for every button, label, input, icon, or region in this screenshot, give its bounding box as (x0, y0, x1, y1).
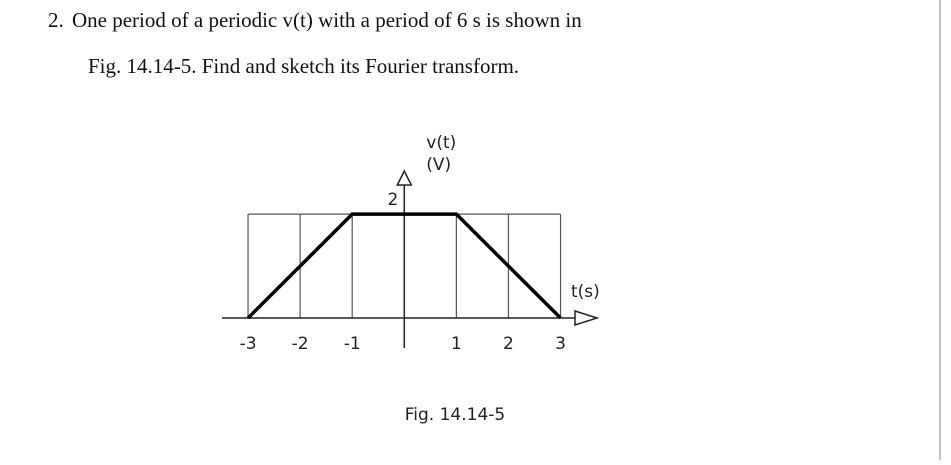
figure-caption: Fig. 14.14-5 (405, 405, 505, 425)
x-tick-label: -1 (344, 334, 361, 354)
y-axis-label: (V) (426, 155, 451, 175)
x-tick-label: 2 (503, 334, 514, 354)
y-tick-label: 2 (387, 190, 398, 210)
y-axis-arrow (396, 169, 413, 186)
problem-number: 2. (48, 8, 64, 32)
problem-line: Fig. 14.14-5. Find and sketch its Fourie… (88, 54, 519, 78)
signal-line (246, 212, 562, 320)
x-tick-label: -3 (240, 334, 257, 354)
x-tick-label: 3 (555, 334, 566, 354)
problem-line: One period of a periodic v(t) with a per… (72, 8, 582, 32)
x-tick-label: -2 (292, 334, 309, 354)
x-tick-label: 1 (451, 334, 462, 354)
x-axis-label: t(s) (571, 282, 600, 302)
y-axis-label: v(t) (426, 133, 456, 153)
x-axis-arrow (574, 309, 600, 327)
